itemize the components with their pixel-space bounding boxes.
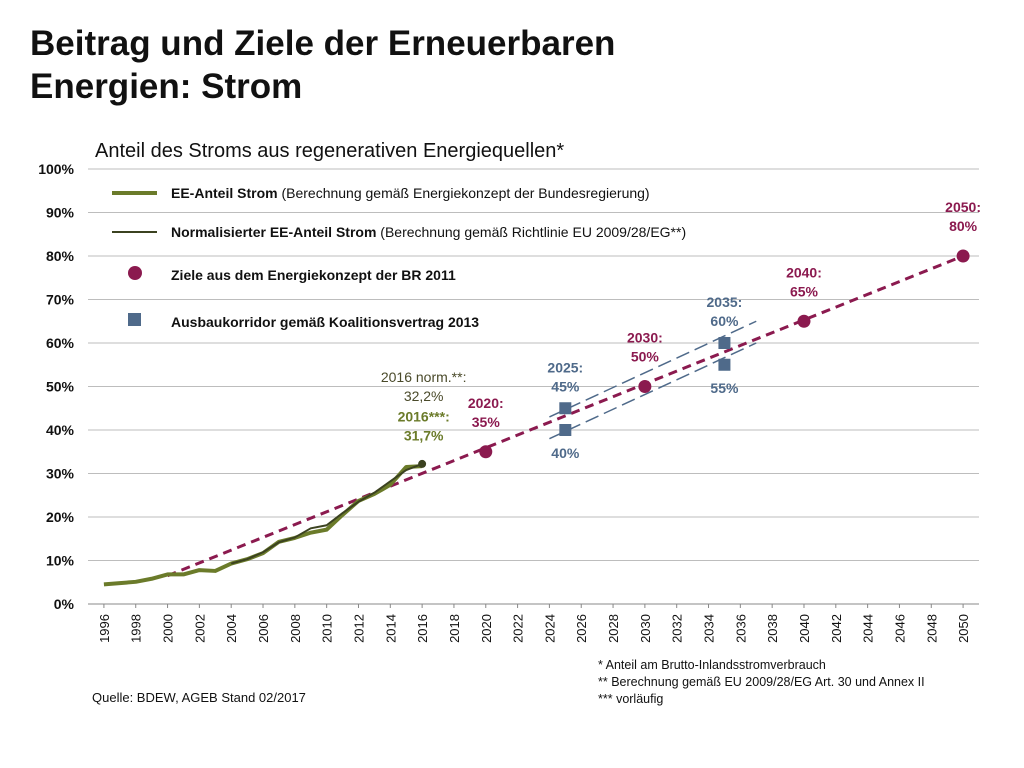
x-tick-label: 2026 <box>574 614 589 643</box>
y-tick-label: 0% <box>54 596 75 612</box>
x-tick-label: 2048 <box>924 614 939 643</box>
corridor-point <box>559 424 572 436</box>
y-tick-label: 40% <box>46 422 75 438</box>
x-tick-label: 2038 <box>765 614 780 643</box>
annotation-2016: 32,2% <box>404 388 444 404</box>
annotation-2016: 2016***: <box>398 408 450 424</box>
legend-label: Ziele aus dem Energiekonzept der BR 2011 <box>171 267 456 283</box>
x-tick-label: 2010 <box>320 614 335 643</box>
y-tick-label: 80% <box>46 248 75 264</box>
x-tick-label: 2004 <box>224 614 239 643</box>
x-tick-label: 2042 <box>829 614 844 643</box>
source-note: Quelle: BDEW, AGEB Stand 02/2017 <box>92 690 306 705</box>
series-normalized-endpoint <box>418 459 427 468</box>
x-tick-label: 1998 <box>129 614 144 643</box>
footnote-3: *** vorläufig <box>598 692 664 706</box>
chart-title: Anteil des Stroms aus regenerativen Ener… <box>95 140 565 162</box>
x-tick-label: 2036 <box>733 614 748 643</box>
x-tick-label: 2022 <box>511 614 526 643</box>
target-point <box>956 249 970 263</box>
x-tick-label: 2008 <box>288 614 303 643</box>
x-tick-label: 2046 <box>892 614 907 643</box>
y-tick-label: 20% <box>46 509 75 525</box>
target-label-value: 50% <box>631 349 660 365</box>
footnotes: * Anteil am Brutto-Inlandsstromverbrauch… <box>598 657 925 708</box>
x-tick-label: 2014 <box>383 614 398 643</box>
title-line-2: Energien: Strom <box>30 67 303 106</box>
target-label-year: 2050: <box>945 199 981 215</box>
annotation-2016: 2016 norm.**: <box>381 369 467 385</box>
target-label-value: 80% <box>949 218 978 234</box>
y-tick-label: 60% <box>46 335 75 351</box>
target-label-value: 65% <box>790 283 819 299</box>
target-label-year: 2020: <box>468 395 504 411</box>
corridor-label: 45% <box>551 378 580 394</box>
series-ee-anteil-line <box>103 464 423 587</box>
x-tick-label: 2034 <box>702 614 717 643</box>
x-tick-label: 2028 <box>606 614 621 643</box>
x-tick-label: 1996 <box>97 614 112 643</box>
legend-label: Ausbaukorridor gemäß Koalitionsvertrag 2… <box>171 314 479 330</box>
x-tick-label: 2002 <box>192 614 207 643</box>
legend-swatch-targets <box>128 266 142 280</box>
x-tick-label: 2030 <box>638 614 653 643</box>
x-tick-label: 2000 <box>161 614 176 643</box>
target-label-year: 2040: <box>786 264 822 280</box>
x-tick-label: 2012 <box>351 614 366 643</box>
x-tick-label: 2032 <box>670 614 685 643</box>
legend-swatch-corridor <box>128 313 141 326</box>
title-line-1: Beitrag und Ziele der Erneuerbaren <box>30 24 616 63</box>
y-tick-label: 30% <box>46 466 75 482</box>
target-point <box>797 314 811 328</box>
y-tick-label: 50% <box>46 379 75 395</box>
corridor-label: 2035: <box>707 294 743 310</box>
target-point <box>479 445 493 459</box>
y-tick-label: 90% <box>46 205 75 221</box>
corridor-point <box>718 337 731 349</box>
corridor-label: 60% <box>710 313 739 329</box>
corridor-point <box>718 358 731 371</box>
footnote-1: * Anteil am Brutto-Inlandsstromverbrauch <box>598 658 826 672</box>
x-tick-label: 2050 <box>956 614 971 643</box>
y-tick-label: 70% <box>46 292 75 308</box>
series-normalized-line <box>230 462 423 565</box>
target-label-value: 35% <box>472 414 501 430</box>
corridor-label: 40% <box>551 445 580 461</box>
x-tick-label: 2018 <box>447 614 462 643</box>
legend-label: EE-Anteil Strom (Berechnung gemäß Energi… <box>171 185 650 201</box>
footnote-2: ** Berechnung gemäß EU 2009/28/EG Art. 3… <box>598 675 925 689</box>
x-tick-label: 2024 <box>542 614 557 643</box>
x-tick-label: 2040 <box>797 614 812 643</box>
corridor-label: 2025: <box>547 359 583 375</box>
x-tick-label: 2020 <box>479 614 494 643</box>
x-tick-label: 2016 <box>415 614 430 643</box>
page-title: Beitrag und Ziele der Erneuerbaren Energ… <box>30 22 615 108</box>
target-trend-line <box>166 254 964 578</box>
y-tick-label: 10% <box>46 553 75 569</box>
annotation-2016: 31,7% <box>404 427 444 443</box>
x-tick-label: 2044 <box>861 614 876 643</box>
target-point <box>638 380 652 393</box>
y-tick-label: 100% <box>38 161 74 177</box>
target-label-year: 2030: <box>627 330 663 346</box>
x-tick-label: 2006 <box>256 614 271 643</box>
corridor-label: 55% <box>710 380 739 396</box>
legend-label: Normalisierter EE-Anteil Strom (Berechnu… <box>171 224 686 240</box>
corridor-point <box>559 402 572 415</box>
